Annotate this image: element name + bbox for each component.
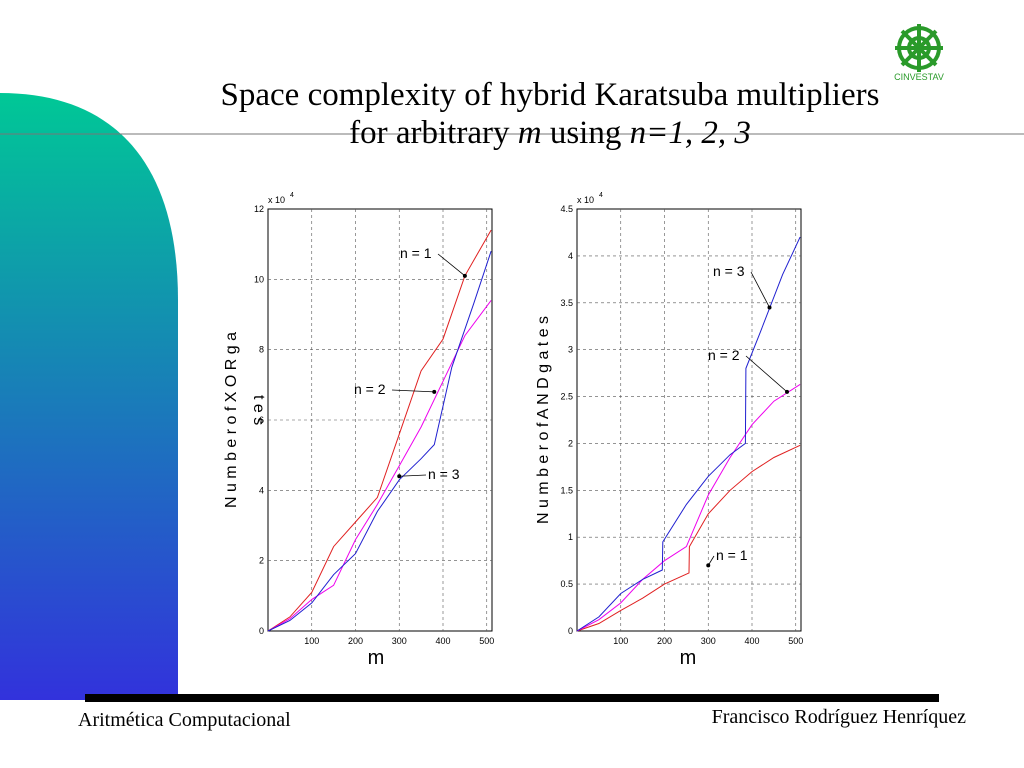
annotation-label: n = 1 [716, 547, 748, 563]
annotation-arrowhead [432, 389, 437, 394]
footer-rule [85, 694, 939, 702]
title-text-pre: for arbitrary [349, 115, 518, 151]
chart-2: 100 200 300 400 500 0 0.5 1 1.5 2 2.5 3 3.5 4 4.5 x 10 4… [535, 192, 803, 669]
side-gradient-shape [0, 93, 178, 700]
title-var-n: n=1, 2, 3 [629, 115, 751, 151]
y-tick-label: 0 [568, 626, 573, 636]
y-tick-label: 3.5 [560, 298, 573, 308]
x-tick-label: 200 [657, 636, 672, 646]
y-axis-label: N u m b e r o f A N D g a t e s [535, 316, 552, 524]
x-tick-label: 400 [744, 636, 759, 646]
y-axis-label-wrap: t e s [250, 395, 267, 425]
x-tick-label: 100 [304, 636, 319, 646]
series-line-n=1 [267, 229, 492, 632]
footer-course: Aritmética Computacional [78, 709, 291, 731]
y-tick-label: 1 [568, 532, 573, 542]
cinvestav-logo-text: CINVESTAV [894, 72, 944, 82]
x-tick-label: 300 [701, 636, 716, 646]
y-tick-label: 4 [259, 485, 264, 495]
title-text-mid: using [541, 115, 630, 151]
y-tick-label: 0.5 [560, 579, 573, 589]
plot-frame [267, 208, 493, 632]
y-tick-label: 1.5 [560, 485, 573, 495]
y-axis-label: N u m b e r o f X O R g a [223, 332, 240, 508]
annotation-label: n = 2 [708, 347, 740, 363]
x-tick-label: 200 [348, 636, 363, 646]
y-tick-label: 4 [568, 251, 573, 261]
x-tick-label: 500 [479, 636, 494, 646]
annotation-arrowhead [397, 474, 402, 479]
annotation-arrow [391, 389, 435, 393]
cinvestav-logo: CINVESTAV [894, 24, 944, 82]
annotation-arrowhead [462, 273, 467, 278]
y-tick-label: 3 [568, 345, 573, 355]
slide-title: Space complexity of hybrid Karatsuba mul… [140, 76, 960, 152]
y-exponent-power: 4 [290, 192, 294, 199]
series-line-n=3 [576, 236, 801, 632]
annotation-arrow [437, 253, 466, 277]
annotation-arrowhead [706, 563, 711, 568]
x-tick-label: 300 [392, 636, 407, 646]
chart-1: 100 200 300 400 500 0 2 4 6 8 10 12 x 10 4 n = 1 n = 2 n… [223, 192, 494, 669]
annotation-arrow [745, 355, 788, 393]
y-tick-label: 2.5 [560, 392, 573, 402]
x-axis-label: m [680, 647, 697, 669]
x-tick-label: 500 [788, 636, 803, 646]
series-line-n=2 [576, 383, 801, 632]
y-exponent-label: x 10 [577, 195, 594, 205]
x-axis-label: m [368, 647, 385, 669]
y-tick-label: 10 [254, 274, 264, 284]
cinvestav-logo-mark [895, 24, 943, 72]
annotation-arrowhead [767, 305, 772, 310]
y-tick-label: 2 [259, 556, 264, 566]
y-tick-label: 2 [568, 438, 573, 448]
title-var-m: m [517, 115, 542, 151]
series-line-n=3 [267, 251, 492, 632]
x-tick-label: 400 [435, 636, 450, 646]
slide-title-line1: Space complexity of hybrid Karatsuba mul… [220, 77, 880, 113]
y-tick-label: 0 [259, 626, 264, 636]
y-exponent-power: 4 [599, 192, 603, 199]
y-tick-label: 6 [259, 415, 264, 425]
series-line-n=2 [267, 300, 492, 632]
y-exponent-label: x 10 [268, 195, 285, 205]
annotation-arrowhead [785, 389, 789, 394]
footer-author: Francisco Rodríguez Henríquez [711, 706, 966, 728]
y-tick-label: 8 [259, 345, 264, 355]
annotation-arrow [750, 271, 770, 308]
y-tick-label: 4.5 [560, 204, 573, 214]
annotation-label: n = 3 [713, 263, 745, 279]
annotation-label: n = 3 [428, 466, 460, 482]
series-line-n=1 [576, 444, 801, 632]
y-tick-label: 12 [254, 204, 264, 214]
annotation-label: n = 1 [400, 245, 432, 261]
slide-title-line2: for arbitrary m using n=1, 2, 3 [140, 114, 960, 152]
annotation-label: n = 2 [354, 381, 386, 397]
annotation-arrow [399, 474, 427, 477]
x-tick-label: 100 [613, 636, 628, 646]
